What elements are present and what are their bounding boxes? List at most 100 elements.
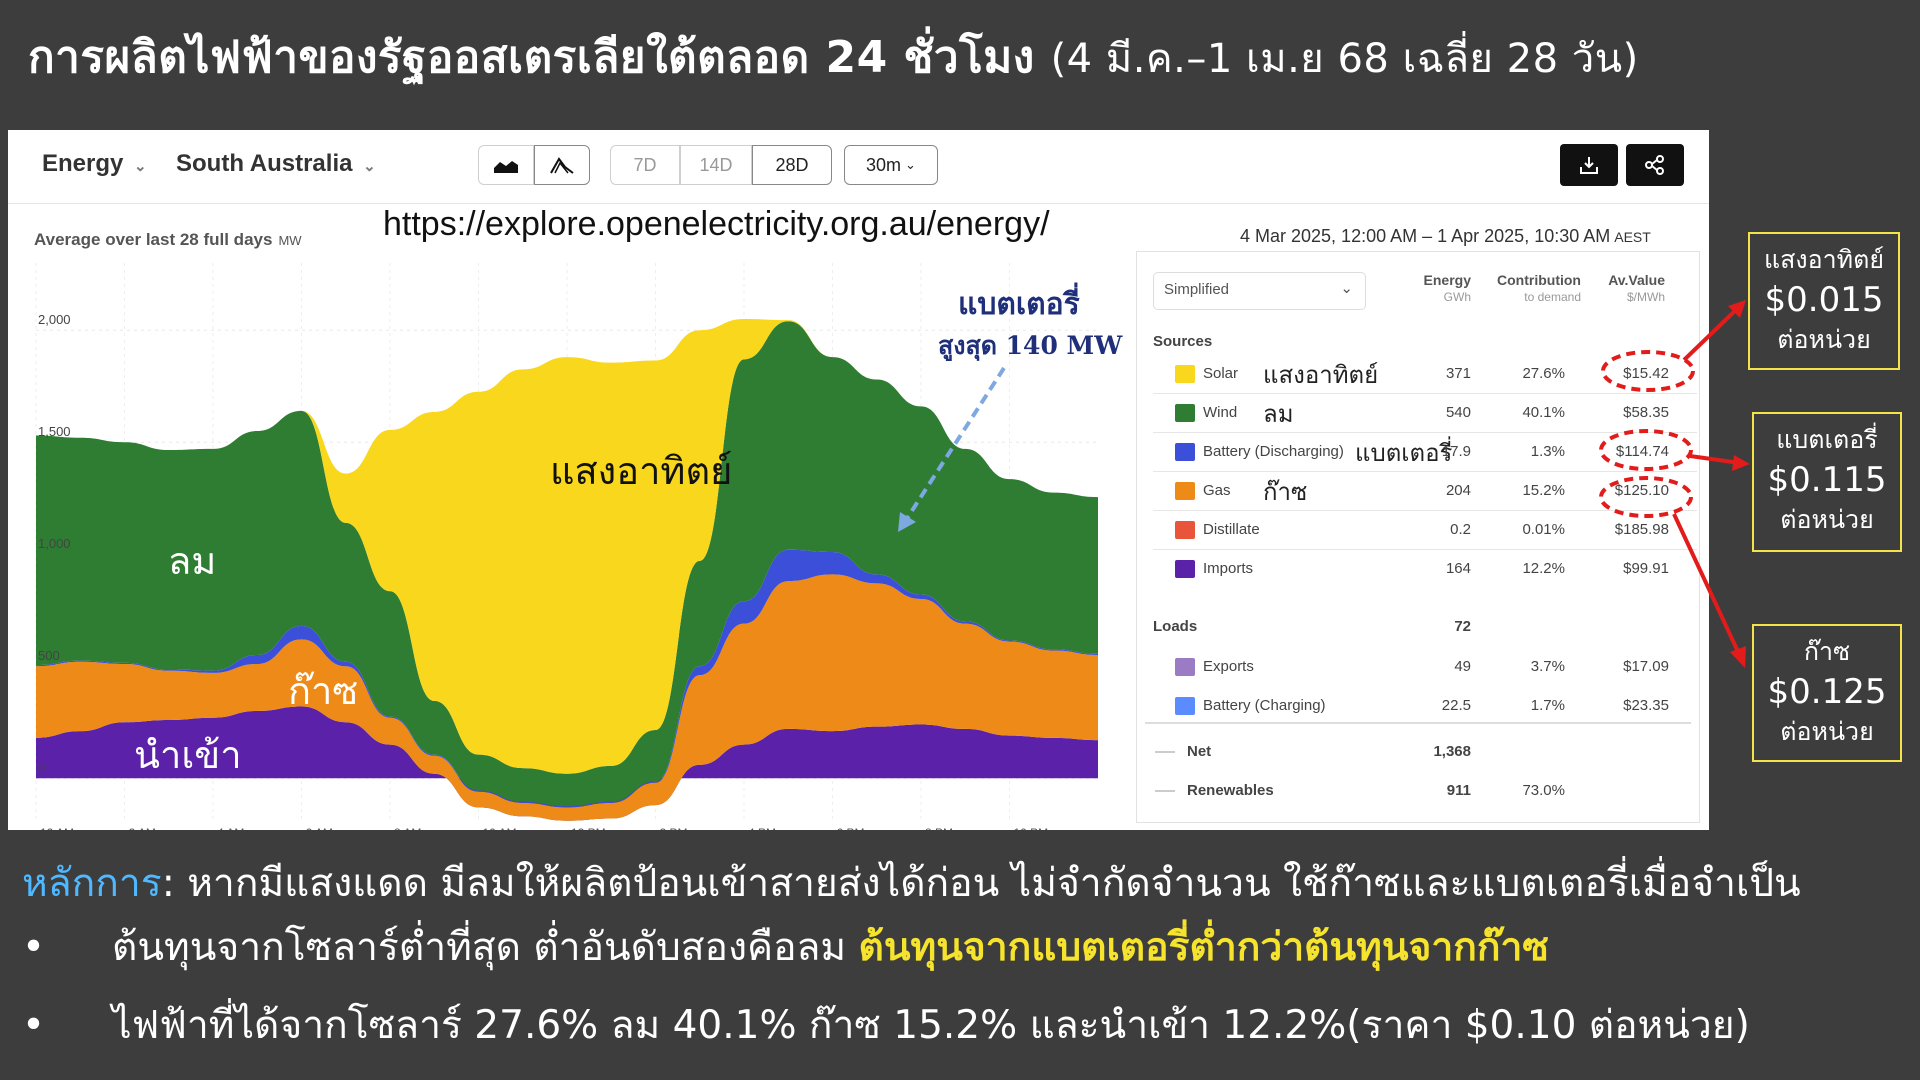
header-value-unit: $/MWh	[1626, 290, 1665, 304]
solar-callout-price: $0.015	[1764, 280, 1884, 320]
range-14d-button[interactable]: 14D	[680, 145, 752, 185]
x-tick-label: 10 PM	[1014, 826, 1049, 830]
battery-callout-unit: ต่อหน่วย	[1780, 505, 1874, 534]
row-separator	[1153, 471, 1697, 472]
gas-callout-title: ก๊าซ	[1803, 637, 1851, 666]
source-name: Wind	[1203, 404, 1238, 421]
source-energy: 371	[1445, 365, 1471, 382]
area-chart-icon	[494, 161, 518, 173]
battery-arrow-head	[1732, 455, 1750, 471]
row-separator	[1153, 393, 1697, 394]
divider	[1145, 722, 1691, 724]
share-button[interactable]	[1626, 144, 1684, 186]
source-row-wind[interactable]: Wind ลม 540 40.1% $58.35	[1137, 398, 1699, 428]
header-value: Av.Value $/MWh	[1608, 272, 1665, 306]
x-tick-label: 2 PM	[660, 826, 688, 830]
source-row-imports[interactable]: Imports 164 12.2% $99.91	[1137, 554, 1699, 584]
series-area-solar	[36, 319, 1098, 774]
source-row-distillate[interactable]: Distillate 0.2 0.01% $185.98	[1137, 515, 1699, 545]
source-contribution: 40.1%	[1522, 404, 1565, 421]
y-tick-label: 2,000	[38, 312, 71, 327]
row-separator	[1153, 510, 1697, 511]
gas-area-label: ก๊าซ	[288, 669, 359, 713]
series-swatch	[1175, 365, 1195, 383]
x-tick-label: 12 AM	[40, 826, 74, 830]
chart-title-text: Average over last 28 full days	[34, 230, 273, 249]
line-chart-icon	[550, 157, 574, 174]
share-icon	[1645, 155, 1664, 175]
source-row-battery-discharging[interactable]: Battery (Discharging) แบตเตอรี่ 17.9 1.3% $1…	[1137, 437, 1699, 467]
source-contribution: 1.3%	[1530, 443, 1565, 460]
chevron-down-icon: ⌄	[905, 157, 916, 172]
load-row-battery-charging[interactable]: Battery (Charging) 22.5 1.7% $23.35	[1137, 691, 1699, 721]
source-contribution: 0.01%	[1522, 521, 1565, 538]
battery-callout-title: แบตเตอรี่	[1776, 425, 1878, 454]
source-name: Gas	[1203, 482, 1231, 499]
source-energy: 164	[1445, 560, 1471, 577]
renewables-contribution: 73.0%	[1522, 782, 1565, 799]
wind-area-label: ลม	[168, 539, 217, 583]
loads-total: 72	[1454, 618, 1471, 635]
source-row-gas[interactable]: Gas ก๊าซ 204 15.2% $125.10	[1137, 476, 1699, 506]
range-7d-button[interactable]: 7D	[610, 145, 680, 185]
gas-arrow-head	[1730, 646, 1746, 668]
principle-note: หลักการ: หากมีแสงแดด มีลมให้ผลิตป้อนเข้า…	[22, 852, 1801, 914]
chevron-down-icon: ⌄	[363, 158, 376, 175]
load-energy: 49	[1454, 658, 1471, 675]
battery-peak-arrow	[904, 366, 1006, 522]
x-tick-label: 4 AM	[217, 826, 244, 830]
battery-callout-price: $0.115	[1767, 460, 1887, 500]
principle-text: : หากมีแสงแดด มีลมให้ผลิตป้อนเข้าสายส่งไ…	[161, 861, 1801, 906]
loads-heading: Loads	[1153, 618, 1198, 635]
metric-dropdown[interactable]: Energy ⌄	[42, 150, 147, 178]
battery-peak-annotation: สูงสุด 140 MW	[938, 331, 1123, 360]
row-separator	[1153, 549, 1697, 550]
metric-label: Energy	[42, 150, 124, 177]
series-swatch	[1175, 521, 1195, 539]
header-contribution: Contribution to demand	[1497, 272, 1581, 306]
x-tick-label: 6 AM	[306, 826, 333, 830]
area-chart-button[interactable]	[478, 145, 534, 185]
solar-price-callout: แสงอาทิตย์ $0.015 ต่อหน่วย	[1748, 232, 1900, 370]
date-range: 4 Mar 2025, 12:00 AM – 1 Apr 2025, 10:30…	[1240, 226, 1651, 247]
source-name: Distillate	[1203, 521, 1260, 538]
bullet-marker: •	[22, 1003, 46, 1048]
load-energy: 22.5	[1441, 697, 1471, 714]
line-chart-button[interactable]	[534, 145, 590, 185]
source-value: $114.74	[1615, 443, 1669, 460]
download-button[interactable]	[1560, 144, 1618, 186]
battery-annotation: แบตเตอรี่	[958, 287, 1080, 322]
source-thai-label: แบตเตอรี่	[1355, 440, 1453, 467]
series-swatch	[1175, 443, 1195, 461]
source-row-solar[interactable]: Solar แสงอาทิตย์ 371 27.6% $15.42	[1137, 359, 1699, 389]
bullet-share-text: ไฟฟ้าที่ได้จากโซลาร์ 27.6% ลม 40.1% ก๊าซ…	[112, 1003, 1750, 1048]
x-tick-label: 10 AM	[483, 826, 517, 830]
interval-dropdown[interactable]: 30m ⌄	[844, 145, 938, 185]
source-energy: 540	[1445, 404, 1471, 421]
interval-label: 30m	[866, 154, 902, 175]
download-icon	[1580, 157, 1598, 174]
view-select-label: Simplified	[1164, 281, 1230, 298]
view-select[interactable]: Simplified ⌄	[1153, 272, 1366, 310]
load-row-exports[interactable]: Exports 49 3.7% $17.09	[1137, 652, 1699, 682]
source-value: $58.35	[1623, 404, 1669, 421]
battery-arrow	[1689, 454, 1741, 465]
region-dropdown[interactable]: South Australia ⌄	[176, 150, 376, 178]
bullet-cost-text: ต้นทุนจากโซลาร์ต่ำที่สุด ต่ำอันดับสองคือ…	[112, 925, 859, 970]
dashboard-panel: Energy ⌄ South Australia ⌄ 7D 14D 28D 30…	[8, 130, 1709, 830]
bullet-marker: •	[22, 925, 46, 970]
source-thai-label: แสงอาทิตย์	[1263, 362, 1379, 389]
gas-callout-price: $0.125	[1767, 672, 1887, 712]
x-tick-label: 2 AM	[129, 826, 156, 830]
source-value: $185.98	[1614, 521, 1669, 538]
battery-price-highlight	[1599, 429, 1693, 471]
load-value: $17.09	[1623, 658, 1669, 675]
battery-price-callout: แบตเตอรี่ $0.115 ต่อหน่วย	[1752, 412, 1902, 552]
energy-table: Simplified ⌄ Energy GWh Contribution to de…	[1136, 251, 1700, 823]
series-swatch	[1175, 560, 1195, 578]
range-28d-button[interactable]: 28D	[752, 145, 832, 185]
row-separator	[1153, 432, 1697, 433]
title-main: การผลิตไฟฟ้าของรัฐออสเตรเลียใต้ตลอด 24 ช…	[28, 32, 1035, 83]
source-value: $125.10	[1614, 482, 1669, 499]
source-url: https://explore.openelectricity.org.au/e…	[383, 205, 1050, 243]
